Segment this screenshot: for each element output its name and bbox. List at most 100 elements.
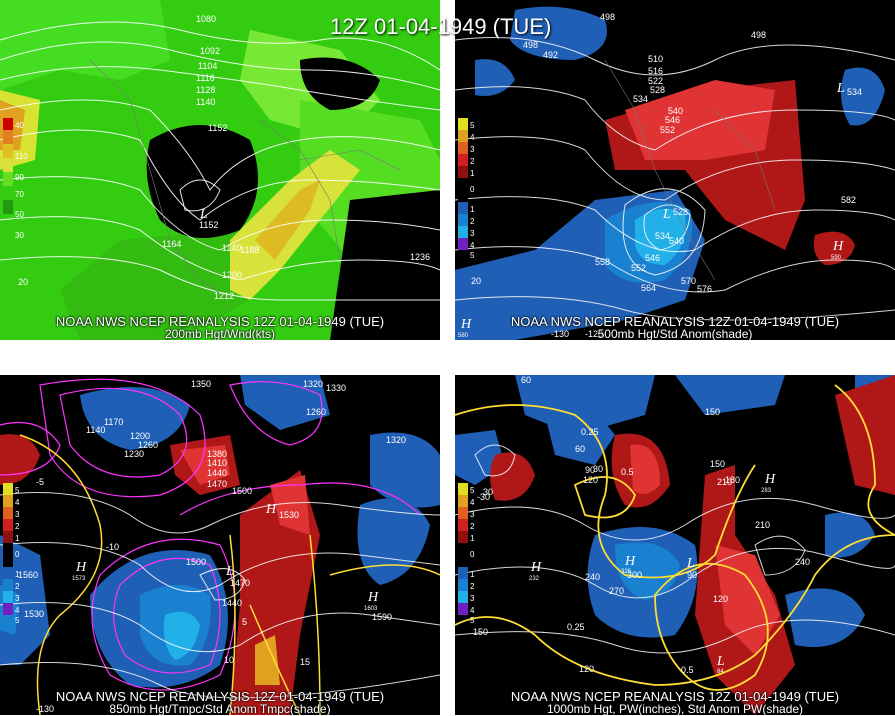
contour-label-1188: 1188 — [240, 245, 259, 255]
contour-label-1140: 1140 — [196, 97, 215, 107]
contour-label-30: 30 — [483, 487, 493, 497]
low-marker-528: L — [662, 207, 671, 222]
panel-2-caption-field: 500mb Hgt/Std Anom(shade) — [597, 327, 753, 340]
contour-label-90b: 90 — [687, 570, 697, 580]
low-marker: L — [199, 207, 208, 222]
contour-label-1320: 1320 — [303, 379, 323, 389]
contour-label-516: 516 — [648, 66, 663, 76]
high-marker-1535: H — [265, 502, 277, 517]
contour-label-120c: 120 — [579, 664, 594, 674]
panel-4-caption-source: NOAA NWS NCEP REANALYSIS 12Z 01-04-1949 … — [510, 689, 840, 704]
contour-label-564: 564 — [641, 283, 656, 293]
contour-label-1104: 1104 — [198, 61, 217, 71]
contour-label-20: 20 — [18, 277, 28, 287]
contour-label-120: 120 — [583, 475, 598, 485]
svg-text:283: 283 — [761, 488, 772, 494]
contour-label-240: 240 — [585, 572, 600, 582]
contour-label-15: 15 — [300, 657, 310, 667]
low-marker-534: L — [836, 81, 845, 96]
svg-text:2: 2 — [15, 522, 20, 531]
svg-text:50: 50 — [15, 210, 24, 219]
contour-label-1320b: 1320 — [386, 435, 406, 445]
svg-text:2: 2 — [470, 217, 475, 226]
legend-200mb: 40 110 90 70 50 30 — [3, 118, 28, 240]
contour-label-1500b: 1500 — [186, 557, 206, 567]
contour-label-1410: 1410 — [207, 458, 227, 468]
svg-text:90: 90 — [15, 173, 24, 182]
contour-label-210: 210 — [717, 477, 732, 487]
svg-text:4: 4 — [470, 498, 475, 507]
panel-850mb-hgt-tmpc: 1350 1320 1330 1260 1320 1140 1170 1200 … — [0, 375, 440, 715]
contour-label-1470b: 1470 — [230, 578, 250, 588]
svg-text:232: 232 — [529, 576, 540, 582]
panel-4-caption-field: 1000mb Hgt, PW(inches), Std Anom PW(shad… — [546, 702, 804, 715]
svg-text:1: 1 — [15, 570, 20, 579]
svg-text:40: 40 — [15, 121, 24, 130]
contour-label-1230: 1230 — [124, 449, 144, 459]
contour-label-300: 300 — [627, 570, 642, 580]
svg-text:3: 3 — [470, 145, 475, 154]
svg-text:2: 2 — [15, 582, 20, 591]
contour-label-534: 534 — [633, 94, 648, 104]
panel-3-caption-field: 850mb Hgt/Tmpc/Std Anom Tmpc(shade) — [109, 702, 331, 715]
contour-label-546: 546 — [665, 115, 680, 125]
contour-label-1560: 1560 — [18, 570, 38, 580]
svg-text:70: 70 — [15, 190, 24, 199]
svg-text:326: 326 — [621, 569, 632, 575]
contour-label-540: 540 — [668, 106, 683, 116]
contour-label-1440b: 1440 — [222, 598, 242, 608]
panel-500mb-hgt-anom: 498 492 498 510 516 522 528 534 540 546 … — [455, 0, 895, 340]
contour-label-90: 90 — [585, 465, 595, 475]
contour-label-546b: 546 — [645, 253, 660, 263]
svg-text:0: 0 — [15, 550, 20, 559]
svg-text:2: 2 — [470, 157, 475, 166]
low-marker-84: L — [716, 654, 725, 669]
contour-label-1128: 1128 — [196, 85, 215, 95]
contour-label-534c: 534 — [655, 231, 670, 241]
map-500mb: 498 492 498 510 516 522 528 534 540 546 … — [455, 0, 895, 340]
svg-text:3: 3 — [15, 594, 20, 603]
contour-label-1440: 1440 — [207, 468, 227, 478]
contour-label-498c: 498 — [751, 30, 766, 40]
contour-label-20: 20 — [471, 276, 481, 286]
svg-text:0: 0 — [470, 550, 475, 559]
contour-label-510: 510 — [648, 54, 663, 64]
svg-text:1: 1 — [470, 570, 475, 579]
panel-1000mb-hgt-pw: 60 150 30 60 90 120 150 180 210 240 270 … — [455, 375, 895, 715]
contour-label-1080: 1080 — [196, 14, 216, 24]
svg-text:4: 4 — [15, 606, 20, 615]
contour-label-210b: 210 — [755, 520, 770, 530]
svg-text:30: 30 — [15, 231, 24, 240]
high-marker-590: H — [832, 239, 844, 254]
svg-text:84: 84 — [717, 669, 724, 675]
contour-label-180: 180 — [725, 475, 740, 485]
contour-label-1164: 1164 — [162, 239, 181, 249]
main-title: 12Z 01-04-1949 (TUE) — [330, 14, 552, 39]
contour-label-1200: 1200 — [222, 270, 242, 280]
map-200mb: 1080 1092 1104 1116 1128 1140 1152 1164 … — [0, 0, 440, 340]
svg-text:5: 5 — [470, 251, 475, 260]
contour-label-552b: 552 — [631, 263, 646, 273]
contour-label-1092: 1092 — [200, 46, 220, 56]
contour-label-1530b: 1530 — [24, 609, 44, 619]
svg-text:580: 580 — [458, 333, 469, 339]
contour-label-570: 570 — [681, 276, 696, 286]
contour-label-1470: 1470 — [207, 479, 227, 489]
high-marker-1603: H — [367, 590, 379, 605]
contour-label-240b: 240 — [795, 557, 810, 567]
contour-label-558: 558 — [595, 257, 610, 267]
panel-3-caption-source: NOAA NWS NCEP REANALYSIS 12Z 01-04-1949 … — [55, 689, 385, 704]
contour-label-minus5: -5 — [36, 477, 44, 487]
svg-text:5: 5 — [470, 616, 475, 625]
legend-850mb: 5 4 3 2 1 0 1 2 3 4 5 — [3, 483, 20, 625]
contour-label-minus30: -30 — [477, 492, 490, 502]
contour-label-60b: 60 — [575, 444, 585, 454]
panel-1-caption-field: 200mb Hgt/Wnd(kts) — [164, 327, 276, 340]
contour-label-1260: 1260 — [306, 407, 326, 417]
contour-label-1140: 1140 — [86, 425, 105, 435]
high-marker-232: H — [530, 560, 542, 575]
contour-label-528: 528 — [650, 85, 665, 95]
svg-text:110: 110 — [15, 152, 28, 161]
svg-text:1: 1 — [470, 169, 475, 178]
panel-200mb-hgt-wind: 1080 1092 1104 1116 1128 1140 1152 1164 … — [0, 0, 440, 340]
